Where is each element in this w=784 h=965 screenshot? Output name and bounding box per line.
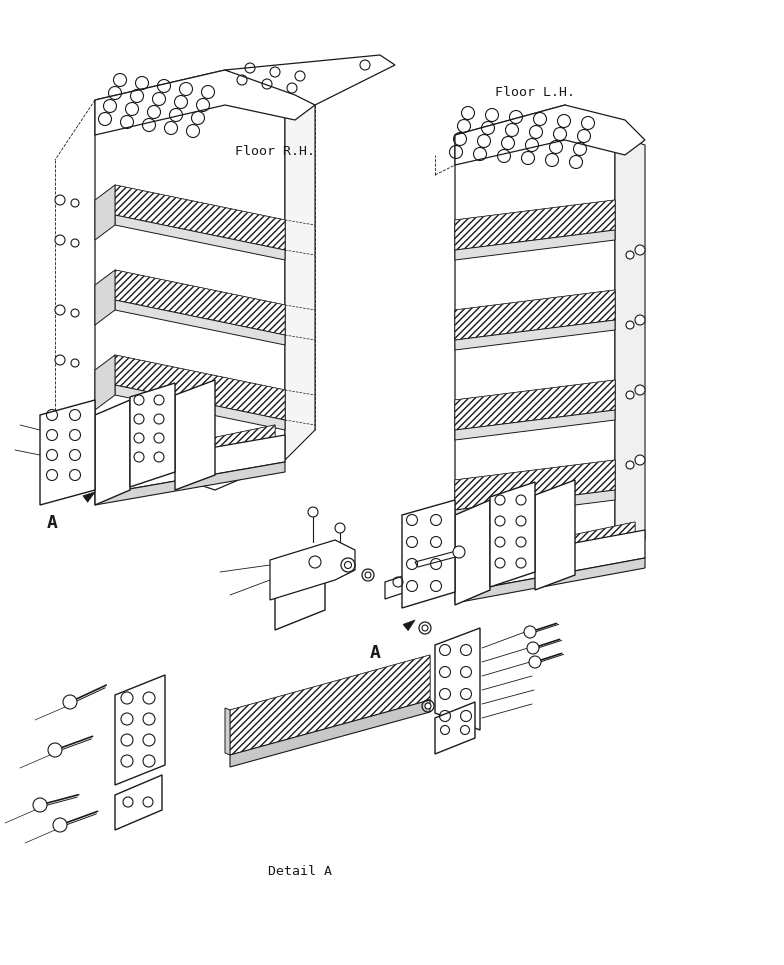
Polygon shape [615,135,645,545]
Polygon shape [95,435,285,495]
Polygon shape [115,270,285,335]
Polygon shape [95,70,285,490]
Polygon shape [455,200,615,250]
Polygon shape [455,230,615,260]
Polygon shape [285,105,315,460]
Polygon shape [455,380,615,430]
Text: A: A [47,514,58,532]
Polygon shape [115,215,285,260]
Circle shape [53,818,67,832]
Polygon shape [455,200,615,250]
Polygon shape [415,550,463,567]
Circle shape [635,245,645,255]
Polygon shape [83,492,95,502]
Circle shape [626,321,634,329]
Circle shape [527,642,539,654]
Polygon shape [115,355,285,420]
Polygon shape [130,425,275,480]
Polygon shape [95,270,115,325]
Polygon shape [455,105,615,575]
Polygon shape [130,383,175,487]
Circle shape [365,572,371,578]
Polygon shape [270,540,355,600]
Circle shape [425,703,431,709]
Circle shape [71,239,79,247]
Polygon shape [230,655,430,755]
Polygon shape [115,675,165,785]
Polygon shape [455,410,615,440]
Text: Floor R.H.: Floor R.H. [235,145,315,158]
Circle shape [55,195,65,205]
Circle shape [626,391,634,399]
Circle shape [453,546,465,558]
Circle shape [344,562,351,568]
Circle shape [55,355,65,365]
Text: A: A [370,644,381,662]
Polygon shape [455,105,645,165]
Circle shape [626,461,634,469]
Polygon shape [40,400,95,505]
Circle shape [422,625,428,631]
Circle shape [63,695,77,709]
Polygon shape [95,462,285,505]
Circle shape [626,251,634,259]
Circle shape [71,199,79,207]
Text: Detail A: Detail A [268,865,332,878]
Polygon shape [95,400,130,505]
Polygon shape [115,270,285,335]
Circle shape [55,235,65,245]
Polygon shape [115,355,285,420]
Polygon shape [130,425,275,480]
Polygon shape [455,320,615,350]
Polygon shape [95,355,115,410]
Polygon shape [455,490,615,520]
Polygon shape [230,655,430,755]
Circle shape [71,309,79,317]
Circle shape [33,798,47,812]
Polygon shape [95,185,115,240]
Polygon shape [95,70,315,135]
Polygon shape [490,482,535,587]
Polygon shape [535,480,575,590]
Polygon shape [435,628,480,730]
Polygon shape [455,530,645,593]
Circle shape [55,305,65,315]
Polygon shape [175,380,215,490]
Polygon shape [225,55,395,105]
Polygon shape [435,702,475,754]
Polygon shape [115,185,285,250]
Polygon shape [455,500,490,605]
Polygon shape [115,185,285,250]
Text: Floor L.H.: Floor L.H. [495,86,575,99]
Circle shape [635,315,645,325]
Circle shape [529,656,541,668]
Polygon shape [492,522,635,575]
Polygon shape [455,460,615,510]
Polygon shape [385,573,412,599]
Circle shape [71,359,79,367]
Polygon shape [230,700,430,767]
Polygon shape [455,380,615,430]
Circle shape [635,385,645,395]
Circle shape [335,523,345,533]
Polygon shape [492,522,635,575]
Circle shape [48,743,62,757]
Polygon shape [115,300,285,345]
Circle shape [524,626,536,638]
Polygon shape [455,460,615,510]
Polygon shape [455,558,645,603]
Polygon shape [115,775,162,830]
Polygon shape [402,500,455,608]
Polygon shape [455,290,615,340]
Polygon shape [275,560,325,630]
Circle shape [635,455,645,465]
Polygon shape [225,708,230,755]
Circle shape [308,507,318,517]
Polygon shape [455,290,615,340]
Polygon shape [115,385,285,430]
Polygon shape [403,620,415,630]
